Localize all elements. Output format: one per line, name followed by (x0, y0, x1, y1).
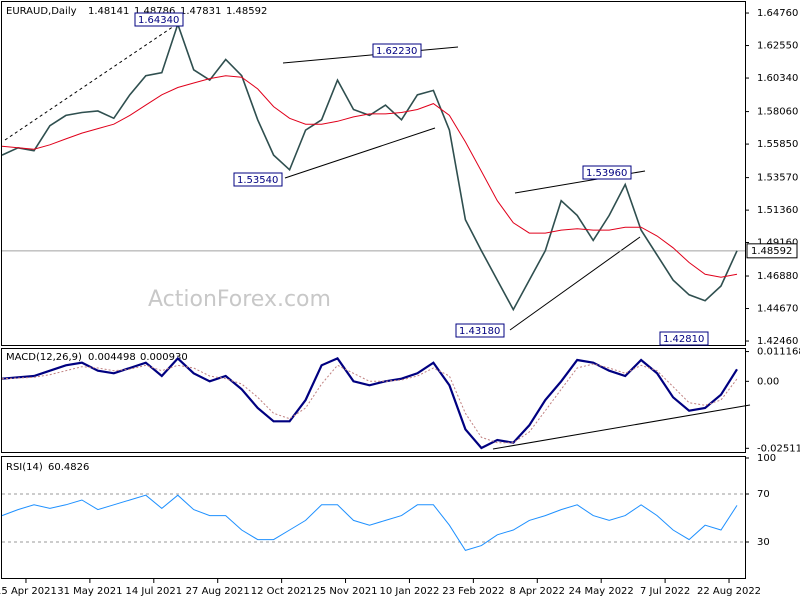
last-price-box (746, 243, 798, 259)
header-value: 1.47831 (180, 6, 221, 17)
panel-title: MACD(12,26,9) (6, 352, 82, 363)
y-tick-label: 1.55850 (757, 139, 798, 150)
x-tick-label: 7 Jul 2022 (640, 586, 690, 597)
x-tick-label: 15 Apr 2021 (0, 586, 57, 597)
annotation-box (455, 323, 505, 338)
annotation-box (582, 165, 632, 180)
annotation-label: 1.53960 (586, 168, 627, 179)
x-tick-label: 24 May 2022 (569, 586, 634, 597)
annotation-label: 1.62230 (376, 46, 417, 57)
y-tick-label: 1.49160 (757, 237, 798, 248)
macd-panel (1, 348, 746, 453)
x-tick-label: 31 May 2021 (57, 586, 122, 597)
watermark: ActionForex.com (148, 287, 331, 312)
x-tick-label: 10 Jan 2022 (379, 586, 439, 597)
y-tick-label: 1.58060 (757, 107, 798, 118)
trend-line (509, 236, 641, 331)
y-tick-label: 1.64760 (757, 8, 798, 19)
trend-line (282, 46, 459, 64)
price-panel (1, 1, 746, 346)
y-tick-label: 0.00 (757, 376, 779, 387)
annotation-label: 1.42810 (663, 334, 704, 345)
x-tick-label: 8 Apr 2022 (510, 586, 565, 597)
series-line (1, 21, 738, 312)
x-tick-label: 27 Aug 2021 (186, 586, 250, 597)
y-tick-label: 1.44670 (757, 304, 798, 315)
series-line (1, 363, 738, 444)
series-line (1, 494, 738, 551)
y-tick-label: 1.51360 (757, 205, 798, 216)
trend-line (284, 127, 436, 179)
y-tick-label: 100 (757, 453, 776, 464)
panel-title: RSI(14) (6, 462, 43, 473)
header-value: 0.004498 (88, 352, 136, 363)
x-tick-label: 25 Nov 2021 (314, 586, 378, 597)
y-tick-label: 1.62550 (757, 41, 798, 52)
x-tick-label: 23 Feb 2022 (442, 586, 504, 597)
y-tick-label: 0.011168 (757, 347, 800, 358)
last-price-label: 1.48592 (751, 246, 792, 257)
annotation-box (659, 331, 709, 346)
x-tick-label: 14 Jul 2021 (125, 586, 182, 597)
header-value: 1.48141 (88, 6, 129, 17)
annotation-label: 1.64340 (138, 15, 179, 26)
panel-title: EURAUD,Daily (6, 6, 77, 17)
annotation-label: 1.53540 (237, 175, 278, 186)
y-tick-label: 30 (757, 537, 770, 548)
series-line (1, 75, 738, 278)
header-value: 1.48592 (226, 6, 267, 17)
annotation-label: 1.43180 (459, 326, 500, 337)
y-tick-label: 1.53570 (757, 173, 798, 184)
annotation-box (134, 12, 184, 27)
annotation-box (233, 172, 283, 187)
y-tick-label: -0.025117 (757, 443, 800, 454)
y-tick-label: 70 (757, 489, 770, 500)
y-tick-label: 1.60340 (757, 73, 798, 84)
header-value: 60.4826 (48, 462, 89, 473)
header-value: 0.000930 (140, 352, 188, 363)
header-value: 1.48786 (134, 6, 175, 17)
y-tick-label: 1.46880 (757, 271, 798, 282)
x-tick-label: 12 Oct 2021 (251, 586, 313, 597)
y-tick-label: 1.42460 (757, 336, 798, 347)
rsi-panel (1, 456, 746, 579)
annotation-box (372, 43, 422, 58)
x-tick-label: 22 Aug 2022 (697, 586, 761, 597)
trend-line (492, 404, 751, 450)
